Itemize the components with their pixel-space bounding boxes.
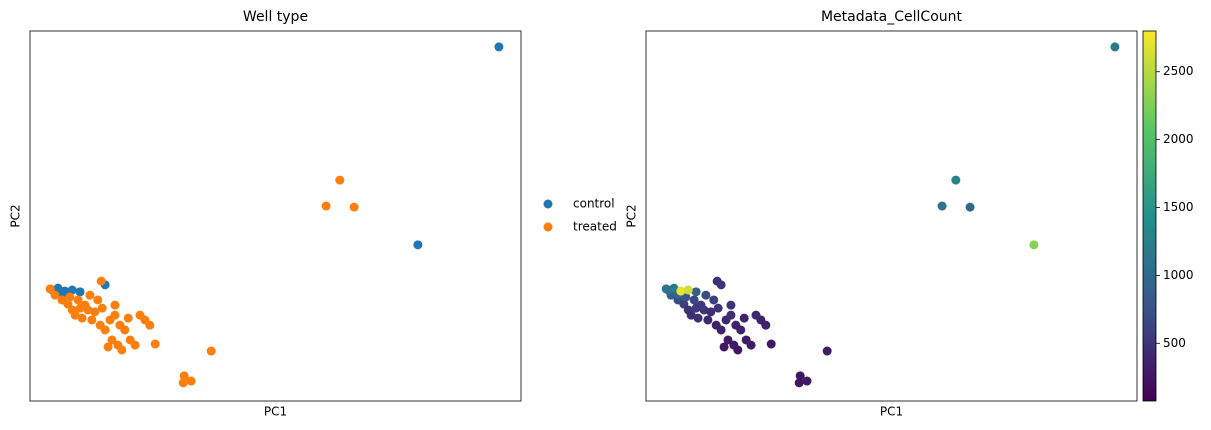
point: [45, 284, 55, 294]
colorbar: [1142, 30, 1157, 402]
point: [50, 290, 60, 300]
point: [686, 310, 696, 320]
point: [716, 325, 726, 335]
point: [726, 300, 736, 310]
point: [70, 310, 80, 320]
point: [683, 285, 693, 295]
point: [739, 313, 749, 323]
point: [689, 295, 699, 305]
point: [766, 339, 776, 349]
point: [87, 315, 97, 325]
point: [206, 346, 216, 356]
point: [1029, 240, 1039, 250]
plot-frame: [645, 30, 1138, 402]
point: [676, 286, 686, 296]
point: [110, 310, 120, 320]
x-axis-label: PC1: [264, 405, 287, 419]
x-axis-label: PC1: [880, 405, 903, 419]
point: [77, 313, 87, 323]
point: [97, 303, 107, 313]
point: [691, 303, 701, 313]
point: [709, 295, 719, 305]
point: [85, 290, 95, 300]
point: [120, 325, 130, 335]
point: [349, 202, 359, 212]
point: [335, 175, 345, 185]
point: [100, 325, 110, 335]
point: [802, 376, 812, 386]
point: [951, 175, 961, 185]
colorbar-tick-label: 2000: [1163, 132, 1194, 146]
point: [937, 201, 947, 211]
legend-label: treated: [573, 220, 617, 234]
point: [713, 303, 723, 313]
point: [130, 340, 140, 350]
point: [73, 295, 83, 305]
point: [179, 371, 189, 381]
point: [795, 371, 805, 381]
point: [65, 292, 75, 302]
point: [681, 292, 691, 302]
point: [703, 315, 713, 325]
point: [103, 342, 113, 352]
colorbar-tick-label: 2500: [1163, 64, 1194, 78]
legend-label: control: [573, 197, 615, 211]
chart-title: Well type: [243, 9, 308, 25]
point: [726, 310, 736, 320]
point: [701, 290, 711, 300]
point: [150, 339, 160, 349]
point: [145, 320, 155, 330]
point: [96, 276, 106, 286]
point: [719, 342, 729, 352]
legend-marker: [543, 199, 553, 209]
point: [794, 378, 804, 388]
point: [413, 240, 423, 250]
point: [965, 202, 975, 212]
point: [691, 287, 701, 297]
point: [822, 346, 832, 356]
point: [123, 313, 133, 323]
point: [723, 335, 733, 345]
point: [117, 345, 127, 355]
colorbar-tick-label: 1000: [1163, 268, 1194, 282]
plot-frame: [29, 30, 522, 402]
point: [693, 313, 703, 323]
point: [90, 307, 100, 317]
y-axis-label: PC2: [625, 204, 639, 227]
point: [178, 378, 188, 388]
point: [135, 310, 145, 320]
point: [110, 300, 120, 310]
point: [494, 42, 504, 52]
point: [736, 325, 746, 335]
point: [321, 201, 331, 211]
colorbar-tick-label: 500: [1163, 336, 1186, 350]
y-axis-label: PC2: [9, 204, 23, 227]
legend-marker: [543, 222, 553, 232]
point: [751, 310, 761, 320]
point: [75, 303, 85, 313]
point: [706, 307, 716, 317]
point: [1110, 42, 1120, 52]
point: [107, 335, 117, 345]
colorbar-tick-label: 1500: [1163, 200, 1194, 214]
point: [716, 280, 726, 290]
point: [186, 376, 196, 386]
chart-title: Metadata_CellCount: [821, 9, 963, 25]
point: [746, 340, 756, 350]
point: [75, 287, 85, 297]
point: [733, 345, 743, 355]
point: [67, 285, 77, 295]
point: [93, 295, 103, 305]
point: [761, 320, 771, 330]
